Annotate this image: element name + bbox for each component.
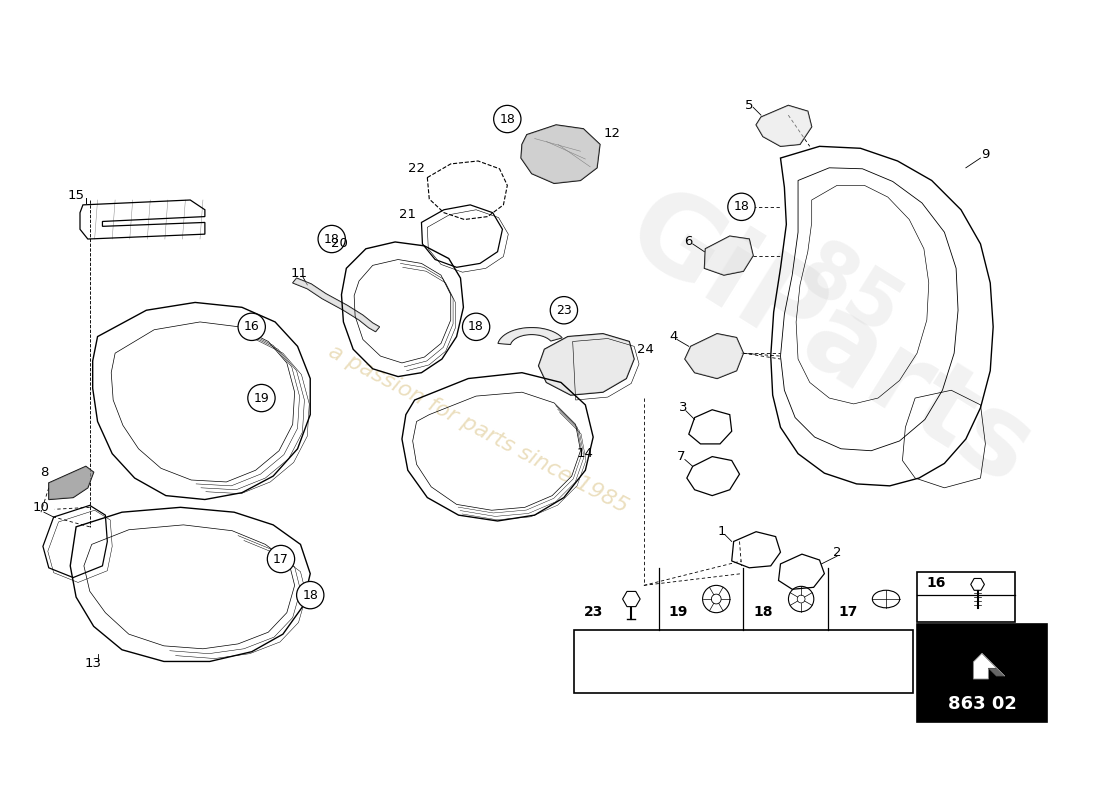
Text: 20: 20: [331, 238, 348, 250]
Circle shape: [494, 106, 521, 133]
Polygon shape: [704, 236, 754, 275]
Text: 24: 24: [637, 342, 654, 356]
Text: 13: 13: [85, 657, 101, 670]
Text: GiParts: GiParts: [607, 175, 1052, 508]
Text: 19: 19: [669, 605, 688, 618]
Text: 14: 14: [576, 447, 594, 460]
Polygon shape: [293, 278, 380, 332]
Circle shape: [297, 582, 323, 609]
Text: 6: 6: [684, 235, 693, 249]
Polygon shape: [498, 327, 562, 345]
Text: 11: 11: [292, 266, 308, 280]
Polygon shape: [982, 654, 1004, 676]
Bar: [917, 572, 1014, 622]
Text: 1: 1: [717, 526, 726, 538]
Text: 7: 7: [676, 450, 685, 463]
Text: 85: 85: [784, 233, 913, 352]
Text: 22: 22: [408, 162, 425, 175]
Polygon shape: [685, 334, 744, 378]
Circle shape: [267, 546, 295, 573]
Text: 17: 17: [273, 553, 289, 566]
Text: 3: 3: [679, 402, 688, 414]
Text: 18: 18: [469, 320, 484, 334]
Text: 17: 17: [838, 605, 857, 618]
Text: 5: 5: [745, 99, 754, 112]
Circle shape: [248, 384, 275, 412]
Text: 16: 16: [244, 320, 260, 334]
Text: 15: 15: [67, 189, 85, 202]
Text: a passion for parts since 1985: a passion for parts since 1985: [324, 342, 631, 517]
Text: 4: 4: [669, 330, 678, 343]
Circle shape: [550, 297, 578, 324]
Text: 18: 18: [302, 589, 318, 602]
Polygon shape: [48, 466, 94, 499]
Polygon shape: [756, 106, 812, 146]
Bar: [917, 624, 1047, 722]
Bar: [574, 630, 913, 693]
Text: 23: 23: [583, 605, 603, 618]
Text: 18: 18: [499, 113, 515, 126]
Text: 18: 18: [754, 605, 772, 618]
Text: 18: 18: [323, 233, 340, 246]
Text: 19: 19: [254, 391, 270, 405]
Text: 863 02: 863 02: [947, 695, 1016, 714]
Circle shape: [462, 313, 490, 341]
Text: 18: 18: [734, 200, 749, 214]
Text: 10: 10: [33, 501, 50, 514]
Text: 8: 8: [40, 466, 48, 478]
Text: 2: 2: [833, 546, 842, 558]
Circle shape: [238, 313, 265, 341]
Polygon shape: [539, 334, 634, 395]
Text: 23: 23: [556, 304, 572, 317]
Polygon shape: [521, 125, 600, 183]
Circle shape: [728, 193, 755, 221]
Text: 9: 9: [981, 148, 990, 161]
Polygon shape: [974, 654, 997, 679]
Circle shape: [318, 226, 345, 253]
Polygon shape: [989, 668, 1004, 676]
Text: 12: 12: [603, 127, 620, 140]
Text: 21: 21: [399, 208, 416, 221]
Text: 16: 16: [927, 576, 946, 590]
